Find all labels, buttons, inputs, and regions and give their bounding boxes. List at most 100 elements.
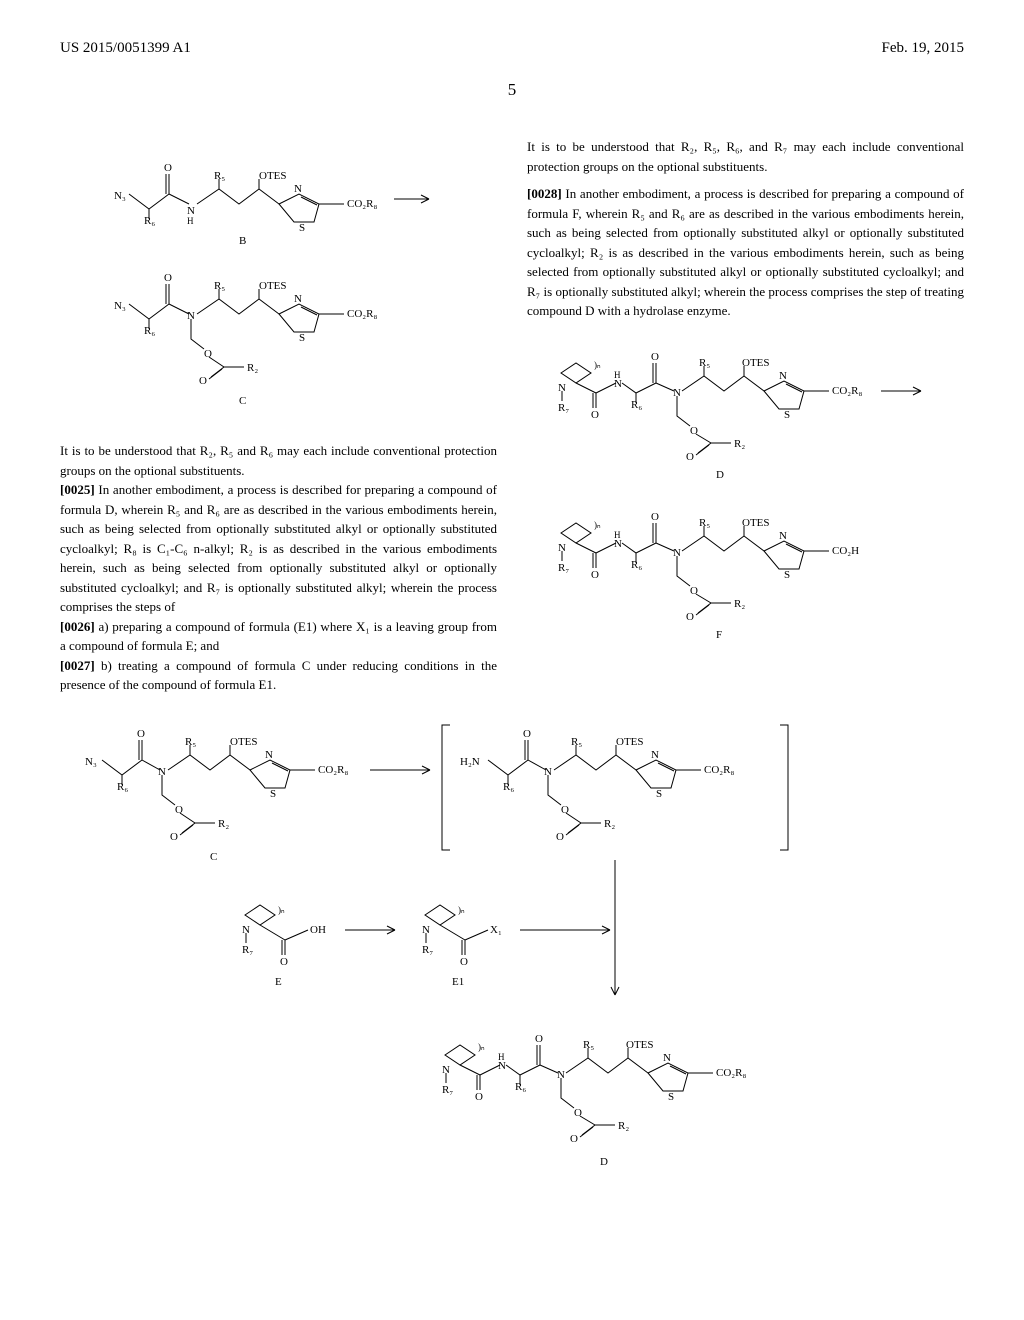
para-right-top: It is to be understood that R₂, R₅, R₆, … bbox=[527, 137, 964, 176]
svg-text:D: D bbox=[600, 1156, 608, 1168]
svg-text:S: S bbox=[270, 788, 276, 800]
svg-text:O: O bbox=[591, 409, 599, 421]
svg-text:S: S bbox=[299, 332, 305, 344]
para-after-BC: It is to be understood that R₂, R₅ and R… bbox=[60, 441, 497, 480]
svg-text:O: O bbox=[686, 611, 694, 623]
right-column: It is to be understood that R₂, R₅, R₆, … bbox=[527, 137, 964, 695]
svg-text:N: N bbox=[651, 749, 659, 761]
svg-text:R₇: R₇ bbox=[242, 944, 253, 956]
svg-text:CO₂R₈: CO₂R₈ bbox=[318, 764, 348, 776]
svg-text:S: S bbox=[784, 409, 790, 421]
svg-text:R₅: R₅ bbox=[699, 357, 710, 369]
svg-text:R₆: R₆ bbox=[144, 325, 155, 337]
label-S: S bbox=[299, 222, 305, 234]
svg-text:OTES: OTES bbox=[259, 280, 287, 292]
left-column: N₃ R₆ O N H R₅ OTES bbox=[60, 137, 497, 695]
label-OTES: OTES bbox=[259, 170, 287, 182]
svg-text:R₂: R₂ bbox=[734, 598, 745, 610]
svg-text:S: S bbox=[784, 569, 790, 581]
svg-text:OH: OH bbox=[310, 924, 326, 936]
svg-text:R₇: R₇ bbox=[558, 562, 569, 574]
page-header: US 2015/0051399 A1 Feb. 19, 2015 bbox=[60, 40, 964, 57]
svg-text:OTES: OTES bbox=[230, 736, 258, 748]
reaction-scheme: N₃ R₆ O N O O R₂ R₅ OTES N S CO₂R₈ bbox=[60, 715, 964, 1215]
svg-text:R₂: R₂ bbox=[734, 438, 745, 450]
svg-text:R₅: R₅ bbox=[571, 736, 582, 748]
svg-text:OTES: OTES bbox=[742, 357, 770, 369]
svg-text:R₂: R₂ bbox=[218, 818, 229, 830]
svg-text:O: O bbox=[556, 831, 564, 843]
svg-text:R₆: R₆ bbox=[117, 781, 128, 793]
svg-text:)ₙ: )ₙ bbox=[594, 520, 601, 530]
svg-text:R₅: R₅ bbox=[214, 280, 225, 292]
svg-text:O: O bbox=[591, 569, 599, 581]
svg-text:N: N bbox=[779, 370, 787, 382]
chem-structure-DF: )ₙ N R₇ O H N R₆ O bbox=[527, 333, 964, 653]
label-H: H bbox=[187, 216, 194, 226]
svg-text:O: O bbox=[686, 451, 694, 463]
svg-text:O: O bbox=[137, 728, 145, 740]
main-content: N₃ R₆ O N H R₅ OTES bbox=[60, 137, 964, 695]
struct-label-F: F bbox=[716, 629, 722, 641]
svg-text:R₂: R₂ bbox=[604, 818, 615, 830]
svg-text:)ₙ: )ₙ bbox=[278, 905, 285, 915]
svg-text:N: N bbox=[294, 293, 302, 305]
label-R6: R₆ bbox=[144, 215, 155, 227]
svg-text:X₁: X₁ bbox=[490, 924, 502, 936]
svg-text:N₃: N₃ bbox=[114, 300, 126, 312]
para-0025: [0025] In another embodiment, a process … bbox=[60, 480, 497, 617]
struct-label-D: D bbox=[716, 469, 724, 481]
para-0028: [0028] In another embodiment, a process … bbox=[527, 184, 964, 321]
svg-text:N: N bbox=[663, 1052, 671, 1064]
svg-text:O: O bbox=[651, 351, 659, 363]
svg-text:)ₙ: )ₙ bbox=[594, 360, 601, 370]
svg-text:N: N bbox=[614, 378, 622, 390]
svg-text:H₂N: H₂N bbox=[460, 756, 480, 768]
svg-text:O: O bbox=[651, 511, 659, 523]
svg-text:)ₙ: )ₙ bbox=[478, 1042, 485, 1052]
svg-text:N: N bbox=[265, 749, 273, 761]
svg-text:N: N bbox=[779, 530, 787, 542]
svg-text:O: O bbox=[170, 831, 178, 843]
svg-text:)ₙ: )ₙ bbox=[458, 905, 465, 915]
svg-text:N: N bbox=[498, 1060, 506, 1072]
label-N3: N₃ bbox=[114, 190, 126, 202]
publication-date: Feb. 19, 2015 bbox=[882, 40, 965, 57]
struct-label-C: C bbox=[239, 395, 246, 407]
svg-text:O: O bbox=[690, 585, 698, 597]
svg-text:R₅: R₅ bbox=[699, 517, 710, 529]
svg-text:O: O bbox=[570, 1133, 578, 1145]
svg-text:N₃: N₃ bbox=[85, 756, 97, 768]
svg-text:O: O bbox=[535, 1033, 543, 1045]
svg-text:R₂: R₂ bbox=[247, 362, 258, 374]
svg-text:OTES: OTES bbox=[626, 1039, 654, 1051]
svg-text:O: O bbox=[199, 375, 207, 387]
label-O: O bbox=[164, 162, 172, 174]
svg-text:O: O bbox=[280, 956, 288, 968]
svg-text:O: O bbox=[523, 728, 531, 740]
para-0026: [0026] a) preparing a compound of formul… bbox=[60, 617, 497, 656]
svg-text:R₅: R₅ bbox=[185, 736, 196, 748]
svg-text:CO₂R₈: CO₂R₈ bbox=[716, 1067, 746, 1079]
svg-text:R₆: R₆ bbox=[631, 399, 642, 411]
publication-number: US 2015/0051399 A1 bbox=[60, 40, 191, 57]
struct-label-B: B bbox=[239, 235, 246, 247]
label-N: N bbox=[294, 183, 302, 195]
svg-text:R₇: R₇ bbox=[442, 1084, 453, 1096]
svg-text:R₂: R₂ bbox=[618, 1120, 629, 1132]
svg-text:C: C bbox=[210, 851, 217, 863]
svg-text:N: N bbox=[614, 538, 622, 550]
svg-text:OTES: OTES bbox=[616, 736, 644, 748]
para-0027: [0027] b) treating a compound of formula… bbox=[60, 656, 497, 695]
label-CO2R8: CO₂R₈ bbox=[347, 198, 377, 210]
page-number: 5 bbox=[508, 80, 517, 100]
svg-text:R₆: R₆ bbox=[503, 781, 514, 793]
svg-text:E1: E1 bbox=[452, 976, 464, 988]
svg-text:O: O bbox=[475, 1091, 483, 1103]
svg-text:O: O bbox=[164, 272, 172, 284]
svg-text:S: S bbox=[668, 1091, 674, 1103]
svg-text:CO₂H: CO₂H bbox=[832, 545, 859, 557]
svg-text:R₆: R₆ bbox=[515, 1081, 526, 1093]
svg-text:O: O bbox=[690, 425, 698, 437]
svg-text:S: S bbox=[656, 788, 662, 800]
